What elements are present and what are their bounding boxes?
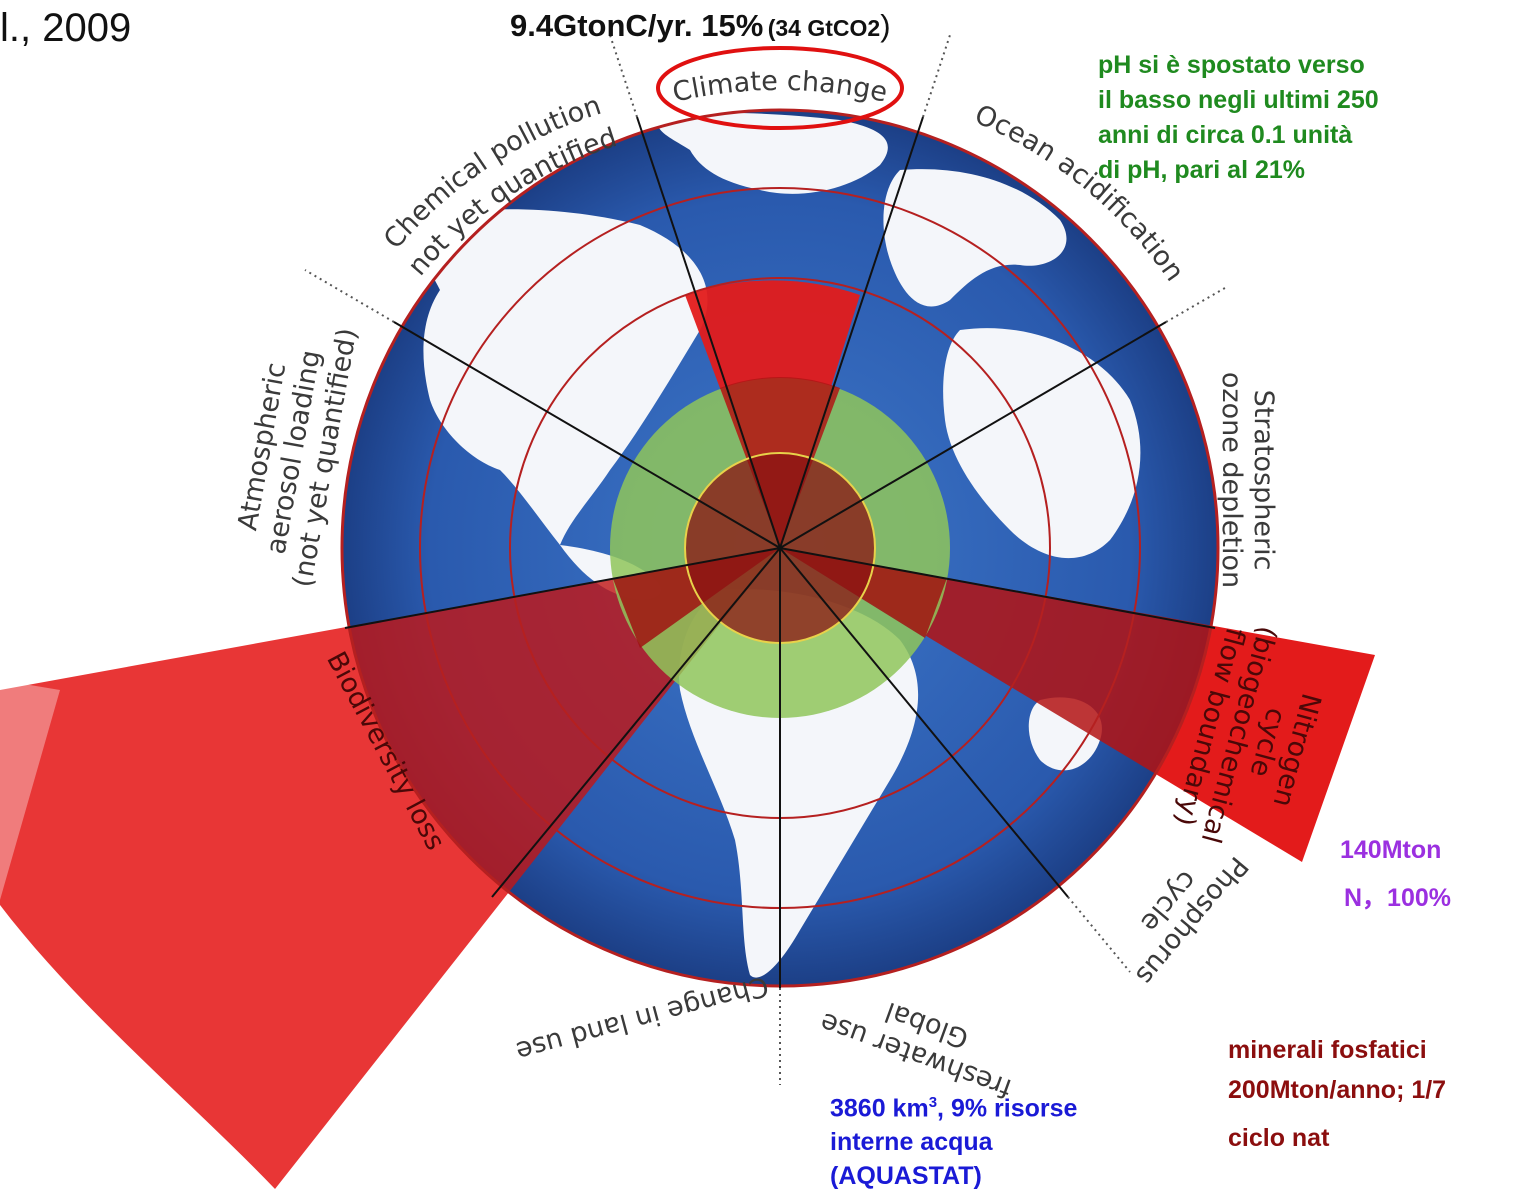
phosphorus-note-line: 200Mton/anno; 1/7: [1228, 1076, 1447, 1104]
label-phosphorus-cycle: Phosphorus cycle: [1129, 850, 1254, 990]
phosphorus-note-line: minerali fosfatici: [1228, 1036, 1427, 1064]
freshwater-note-line: interne acqua: [830, 1128, 993, 1157]
label-separators: [304, 34, 1226, 1085]
ocean-note-line: il basso negli ultimi 250: [1098, 86, 1379, 114]
label-global-freshwater: freshwater use Global: [816, 996, 1016, 1104]
freshwater-note: 3860 km3, 9% risorse interne acqua (AQUA…: [830, 1086, 1077, 1193]
freshwater-note-line: (AQUASTAT): [830, 1162, 982, 1191]
phosphorus-note: minerali fosfatici 200Mton/anno; 1/7 cic…: [1228, 1030, 1446, 1158]
freshwater-note-volume: 3860 km: [830, 1094, 929, 1123]
label-climate-change: Climate change: [670, 66, 890, 109]
svg-text:Stratospheric: Stratospheric: [1248, 390, 1279, 571]
freshwater-note-line: 3860 km3, 9% risorse: [830, 1086, 1077, 1125]
climate-annotation-main: 9.4GtonC/yr. 15%: [510, 8, 764, 43]
label-change-in-land-use: Change in land use: [513, 970, 772, 1067]
nitrogen-note-line: 140Mton: [1340, 836, 1442, 864]
europe-landmass: [883, 169, 1067, 307]
africa-landmass: [943, 328, 1141, 559]
citation: l., 2009: [0, 6, 132, 50]
nitrogen-note-line: N，100%: [1344, 884, 1451, 912]
greenland-landmass: [657, 112, 888, 194]
svg-text:ozone depletion: ozone depletion: [1216, 372, 1247, 588]
label-atmospheric-aerosol: Atmospheric aerosol loading (not yet qua…: [232, 326, 363, 590]
sector-dividers: [344, 116, 1216, 988]
climate-annotation: 9.4GtonC/yr. 15% (34 GtCO2): [510, 8, 891, 44]
climate-annotation-small: (34 GtCO2: [767, 15, 881, 41]
freshwater-note-unit-exponent: 3: [928, 1094, 938, 1111]
label-stratospheric-ozone: Stratospheric ozone depletion: [1216, 372, 1279, 588]
biodiversity-loss-fade: [0, 680, 275, 1189]
freshwater-note-share: , 9% risorse: [937, 1094, 1078, 1123]
climate-change-highlight: [656, 46, 904, 130]
svg-text:Change in land use: Change in land use: [513, 970, 772, 1067]
ocean-note-line: anni di circa 0.1 unità: [1098, 121, 1353, 149]
climate-annotation-close: ): [880, 8, 891, 43]
nitrogen-note: 140Mton N，100%: [1340, 826, 1451, 922]
ocean-note-line: pH si è spostato verso: [1098, 51, 1365, 79]
ocean-acidification-note: pH si è spostato verso il basso negli ul…: [1098, 48, 1379, 188]
phosphorus-note-line: ciclo nat: [1228, 1124, 1330, 1152]
ocean-note-line: di pH, pari al 21%: [1098, 156, 1306, 184]
north-america-landmass: [417, 209, 708, 545]
